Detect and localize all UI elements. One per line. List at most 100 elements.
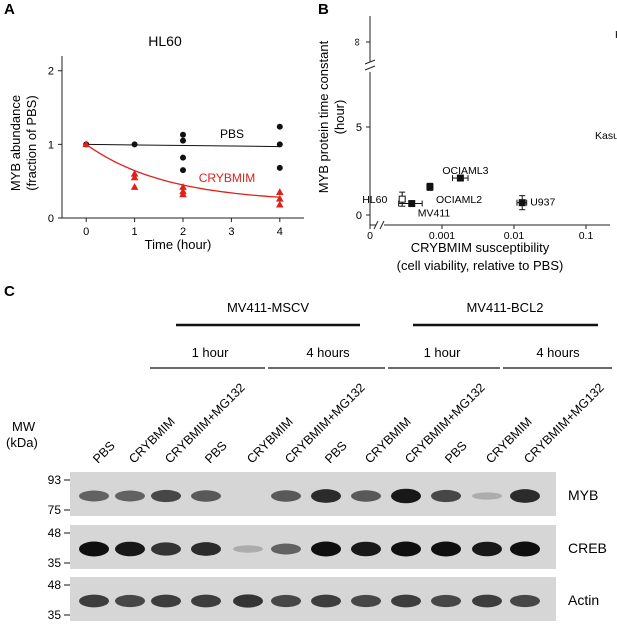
- blot-band: [311, 541, 341, 557]
- subgroup-mscv-1h: 1 hour: [192, 345, 230, 360]
- chart-b-ylabel-line1: MYB protein time constant: [316, 40, 331, 193]
- chart-b-xtick-label: 0.1: [579, 230, 594, 242]
- chart-b-point-label: U937: [530, 197, 555, 209]
- chart-a-xtick-label: 2: [180, 226, 186, 238]
- chart-b-point: [398, 195, 406, 203]
- chart-a-pbs-point: [180, 154, 186, 161]
- chart-a-pbs-point: [180, 131, 186, 138]
- blot-band: [472, 541, 502, 557]
- blot-band: [191, 490, 221, 502]
- chart-b-ytick-label: 0: [356, 210, 362, 222]
- chart-b-point-label: OCIAML3: [442, 165, 488, 177]
- chart-a-xtick-label: 0: [83, 226, 89, 238]
- subgroup-mscv-4h: 4 hours: [306, 345, 350, 360]
- chart-b-ytick-label: 5: [356, 122, 362, 134]
- chart-b-x-break-2: [379, 220, 385, 230]
- chart-b-y-break-1: [364, 59, 376, 65]
- blot-band: [79, 594, 109, 608]
- blot-band: [351, 594, 381, 608]
- chart-b-y-break-2: [364, 65, 376, 71]
- chart-b-point-label: K562: [615, 29, 617, 41]
- lane-label: PBS: [322, 439, 350, 467]
- chart-b-point: [518, 199, 526, 207]
- lane-label: CRYBMIM+MG132: [521, 380, 607, 466]
- blot-band: [510, 489, 540, 503]
- chart-a-crybmim-point: [179, 183, 187, 190]
- blot-band: [115, 541, 145, 557]
- mw-marker-bottom: 35: [48, 556, 62, 570]
- blot-band: [79, 541, 109, 557]
- chart-b-point-label: HL60: [362, 194, 387, 206]
- chart-b-point-label: Kasumi1: [595, 130, 617, 142]
- mw-marker-bottom: 35: [48, 608, 62, 622]
- chart-a-pbs-point: [131, 141, 138, 148]
- blot-band: [391, 594, 421, 608]
- chart-a-pbs-point: [276, 123, 283, 130]
- chart-a-title: HL60: [148, 33, 182, 49]
- blot-band: [115, 594, 145, 608]
- blot-band: [510, 541, 540, 557]
- subgroup-bcl2-4h: 4 hours: [536, 345, 580, 360]
- blot-band: [431, 489, 461, 503]
- mw-title-line2: (kDa): [6, 435, 38, 450]
- chart-a-crybmim-point: [130, 173, 139, 181]
- chart-a-crybmim-label: CRYBMIM: [199, 171, 255, 185]
- blot-band: [472, 594, 502, 608]
- panel-label-c: C: [4, 283, 15, 300]
- chart-a-ytick-label: 0: [48, 213, 54, 225]
- western-blot: MV411-MSCV MV411-BCL2 1 hour 4 hours 1 h…: [6, 300, 612, 622]
- blot-protein-label: CREB: [568, 540, 607, 556]
- chart-b-xtick-label: 0: [367, 230, 373, 242]
- chart-a-crybmim-point: [130, 169, 139, 177]
- chart-b-xtick-label: 0.01: [504, 230, 525, 242]
- chart-b-ytick-label: ∞: [351, 38, 363, 46]
- chart-a-pbs-point: [180, 137, 186, 144]
- chart-b-ylabel: MYB protein time constant (hour): [316, 40, 347, 193]
- chart-a-crybmim-point: [130, 183, 139, 190]
- chart-a-ylabel-line2: (fraction of PBS): [24, 95, 39, 190]
- blot-band: [233, 594, 263, 608]
- blot-band: [311, 489, 341, 503]
- panel-label-a: A: [4, 1, 15, 18]
- chart-b-ylabel-line2: (hour): [332, 100, 347, 135]
- lane-label: PBS: [202, 439, 230, 467]
- lane-label: PBS: [90, 439, 118, 467]
- chart-a-ytick-label: 1: [48, 139, 54, 151]
- chart-a-pbs-label: PBS: [220, 127, 244, 141]
- blot-band: [351, 541, 381, 557]
- chart-b-x-break-1: [373, 220, 379, 230]
- blot-band: [191, 542, 221, 556]
- chart-b-point: [426, 183, 434, 191]
- subgroup-bcl2-1h: 1 hour: [424, 345, 462, 360]
- chart-a-crybmim-point: [276, 200, 284, 208]
- blot-band: [151, 594, 181, 608]
- blot-band: [510, 594, 540, 608]
- blot-band: [151, 542, 181, 556]
- chart-b-xlabel-line1: CRYBMIM susceptibility: [411, 240, 550, 255]
- mw-marker-top: 93: [48, 473, 62, 487]
- chart-a: HL60 MYB abundance (fraction of PBS) Tim…: [8, 33, 304, 252]
- chart-b-point-label: MV411: [418, 208, 451, 220]
- mw-marker-top: 48: [48, 578, 62, 592]
- chart-b-point: [456, 174, 464, 182]
- group-label-bcl2: MV411-BCL2: [466, 300, 543, 315]
- blot-band: [233, 545, 263, 553]
- chart-a-pbs-fit: [86, 143, 280, 148]
- blot-band: [271, 543, 301, 555]
- blot-band: [391, 541, 421, 557]
- mw-marker-bottom: 75: [48, 503, 62, 517]
- blot-band: [391, 488, 421, 504]
- blot-band: [311, 594, 341, 608]
- blot-band: [271, 490, 301, 502]
- chart-a-ylabel: MYB abundance (fraction of PBS): [8, 95, 39, 191]
- chart-a-pbs-point: [276, 164, 283, 171]
- blot-band: [271, 594, 301, 608]
- blot-protein-label: MYB: [568, 487, 598, 503]
- blot-band: [115, 490, 145, 502]
- blot-band: [431, 594, 461, 608]
- chart-b-point-label: OCIAML2: [436, 194, 482, 206]
- chart-a-xlabel: Time (hour): [145, 237, 212, 252]
- blot-band: [472, 492, 502, 500]
- mw-marker-top: 48: [48, 526, 62, 540]
